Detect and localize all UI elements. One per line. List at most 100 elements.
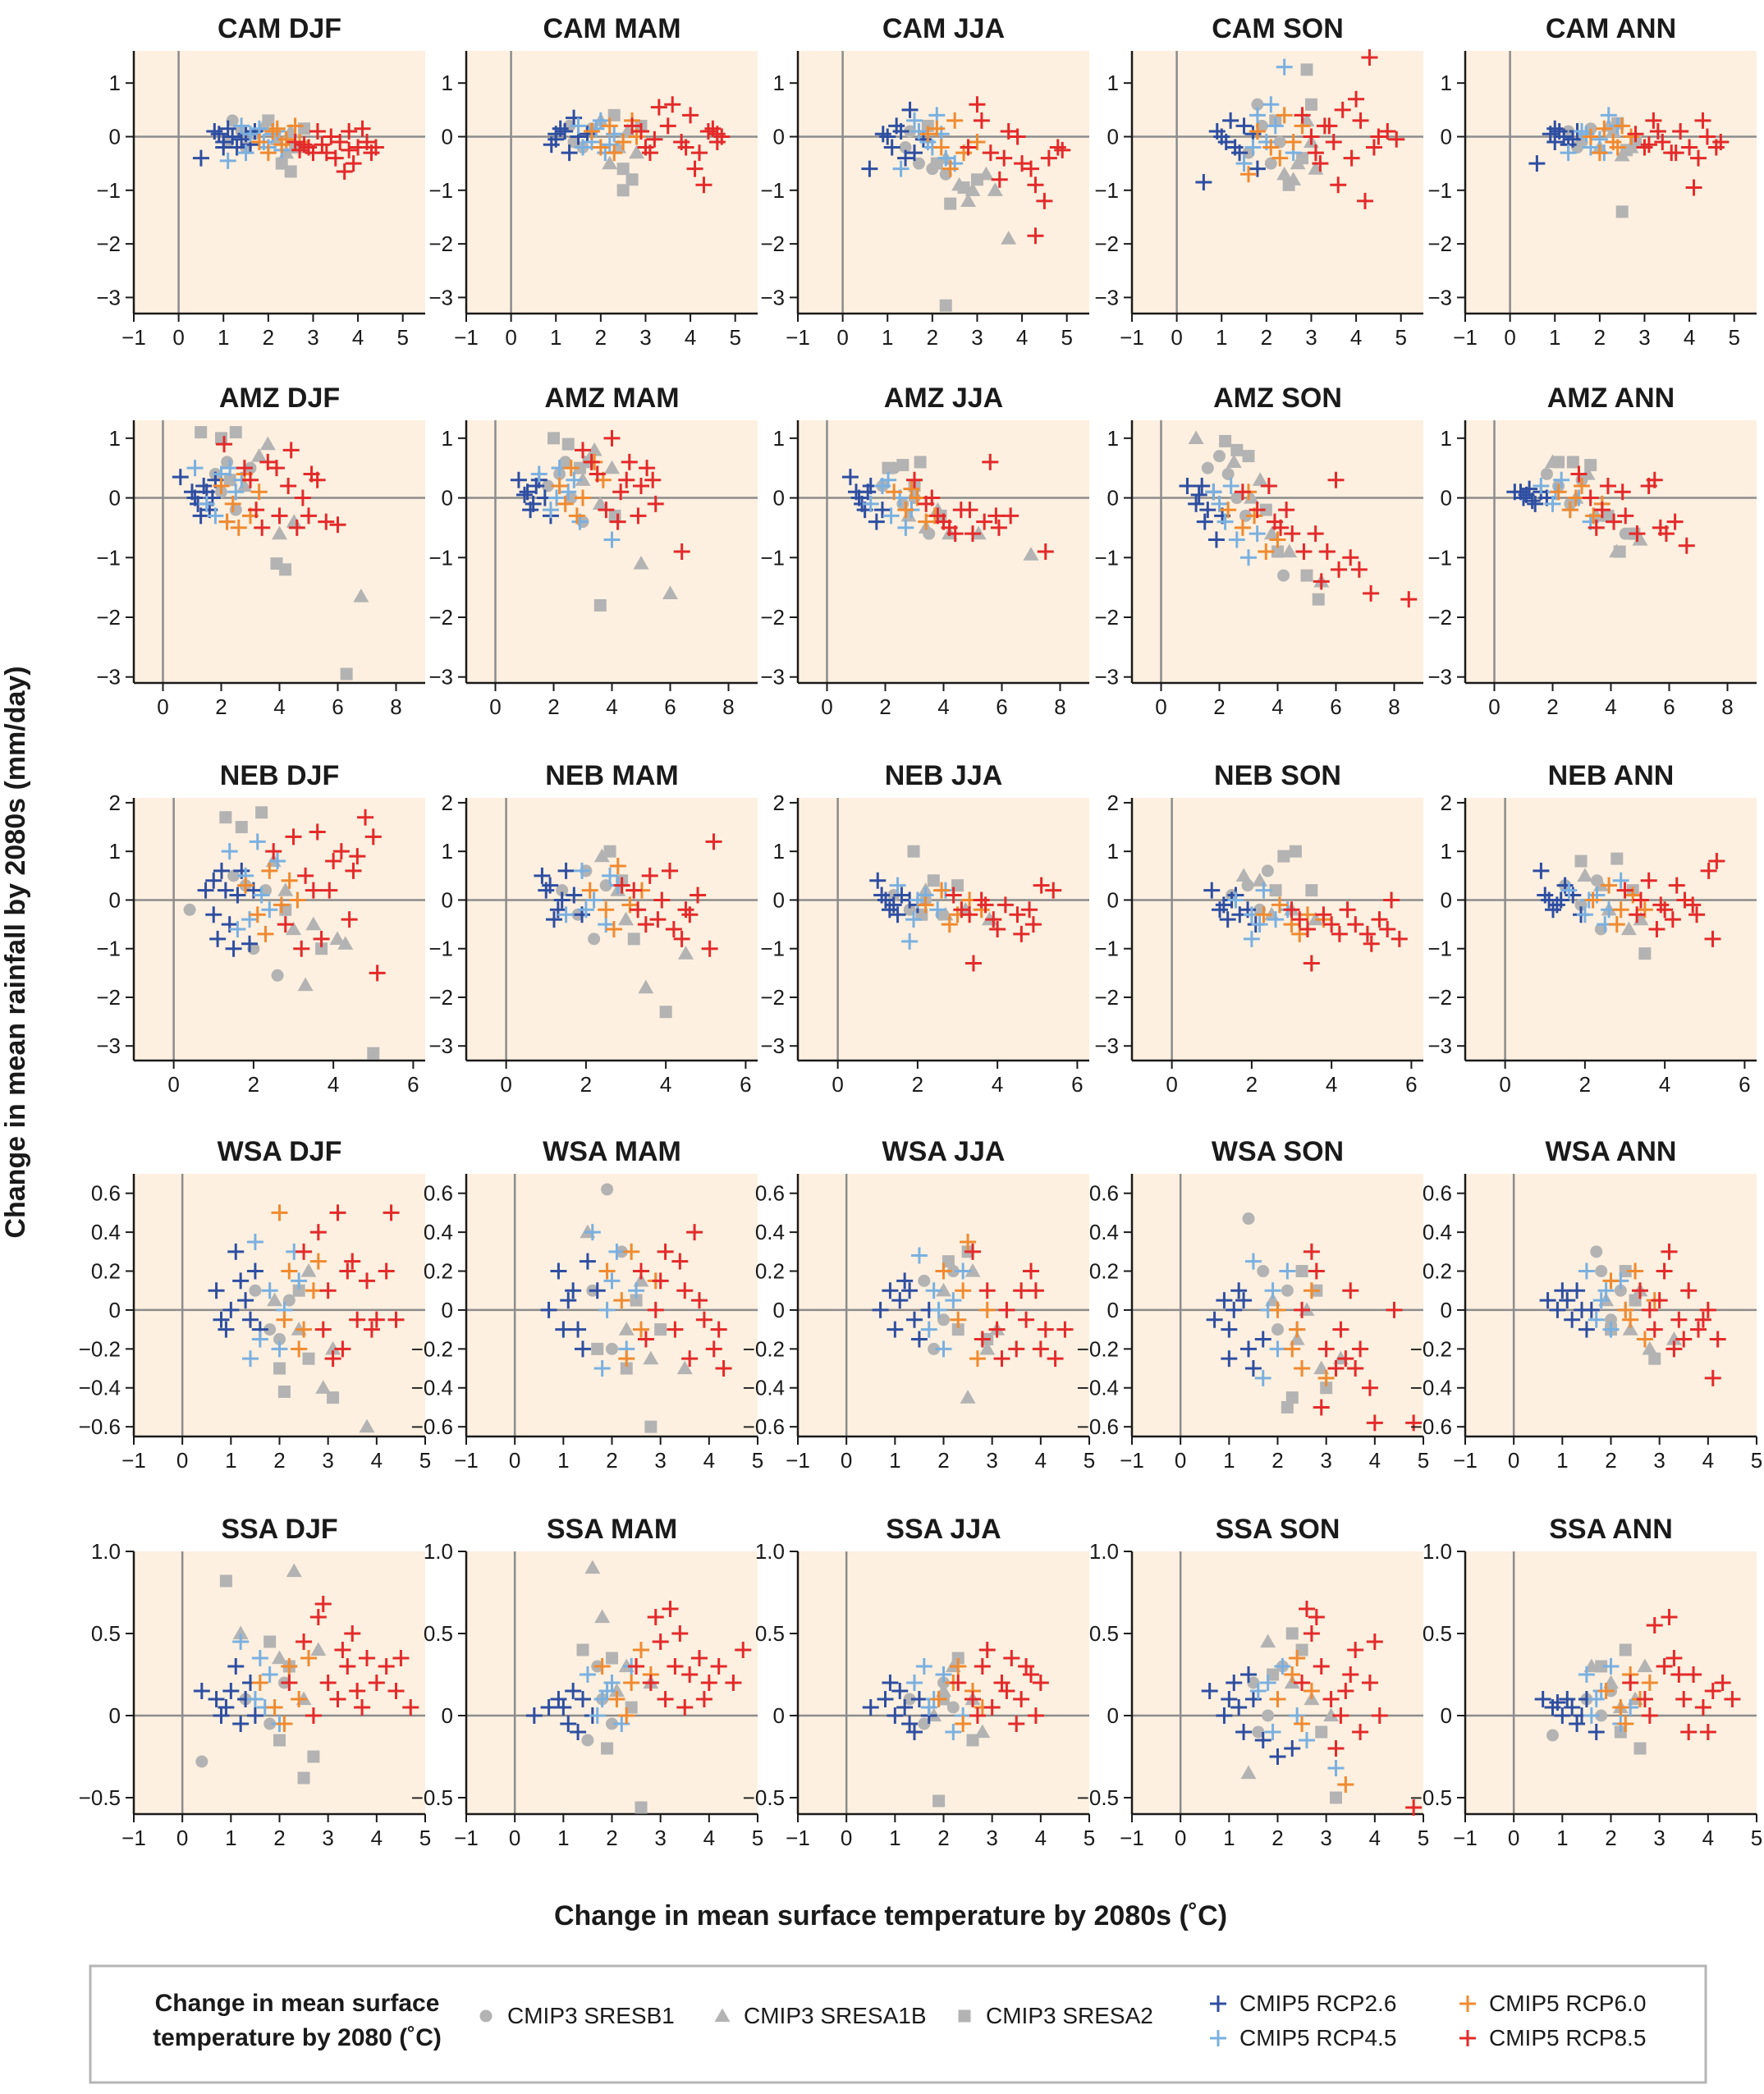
- series-cmip3-sresa2: [591, 1294, 667, 1433]
- data-point: [215, 139, 232, 156]
- x-tick-label: 6: [1739, 1072, 1750, 1097]
- y-tick-label: −0.6: [79, 1414, 121, 1439]
- data-point: [242, 1311, 259, 1328]
- data-point: [314, 1596, 332, 1612]
- data-point: [1584, 459, 1597, 472]
- data-point: [677, 139, 694, 156]
- data-point: [205, 872, 222, 889]
- data-point: [309, 1609, 327, 1625]
- data-point: [1305, 884, 1318, 897]
- data-point: [901, 101, 919, 118]
- data-point: [848, 483, 864, 501]
- data-point: [665, 921, 682, 937]
- data-point: [1534, 1691, 1551, 1707]
- data-point: [598, 502, 615, 519]
- data-point: [1388, 131, 1405, 148]
- data-point: [616, 184, 630, 197]
- data-point: [951, 1323, 964, 1336]
- data-point: [1282, 178, 1295, 191]
- data-point: [1681, 139, 1698, 156]
- y-tick-label: 0.4: [755, 1220, 785, 1244]
- series-cmip3-sresa1b: [575, 442, 678, 600]
- data-point: [548, 432, 560, 445]
- series-cmip3-sresa2: [1552, 456, 1641, 558]
- data-point: [705, 833, 722, 850]
- data-point: [1255, 906, 1272, 923]
- plot-area: [134, 798, 425, 1061]
- panel-neb-son: NEB SON 0 2 4 6 2 1 0 −1 −2 −3: [1094, 760, 1423, 1097]
- data-point: [1201, 461, 1214, 474]
- data-point: [1207, 531, 1225, 548]
- x-tick-label: 3: [1638, 325, 1650, 350]
- data-point: [259, 436, 276, 451]
- y-tick-label: 0: [109, 486, 121, 511]
- data-point: [983, 1699, 1001, 1716]
- data-point: [1694, 112, 1711, 129]
- data-point: [1254, 1369, 1271, 1386]
- data-point: [695, 1311, 712, 1328]
- data-point: [1249, 107, 1266, 124]
- data-point: [686, 160, 703, 177]
- series-cmip5-rcp8-5: [1616, 853, 1725, 947]
- x-tick-label: 5: [1751, 1826, 1762, 1850]
- data-point: [882, 1282, 899, 1299]
- data-point: [593, 848, 610, 863]
- data-point: [1295, 543, 1313, 560]
- data-point: [996, 149, 1013, 167]
- x-tick-label: 5: [1418, 1826, 1429, 1850]
- data-point: [251, 1331, 268, 1348]
- data-point: [261, 862, 278, 879]
- data-point: [213, 1311, 230, 1328]
- y-tick-label: −3: [428, 285, 453, 309]
- data-point: [955, 1716, 972, 1732]
- data-point: [307, 1750, 320, 1763]
- data-point: [1606, 513, 1623, 530]
- y-tick-label: 1: [1441, 426, 1452, 451]
- data-point: [225, 940, 242, 957]
- x-tick-label: 0: [176, 1826, 188, 1850]
- y-tick-label: −0.4: [1077, 1376, 1119, 1400]
- data-point: [354, 120, 371, 137]
- data-point: [261, 901, 278, 919]
- data-point: [1595, 1660, 1608, 1673]
- panel-title: NEB JJA: [885, 760, 1003, 791]
- data-point: [1235, 1724, 1253, 1740]
- data-point: [1264, 1724, 1281, 1740]
- data-point: [1704, 1683, 1721, 1699]
- data-point: [1285, 1391, 1299, 1404]
- data-point: [978, 1301, 996, 1318]
- panel-ssa-ann: SSA ANN −1 0 1 2 3 4 5 1.0 0.5 0 −0.5: [1410, 1514, 1763, 1850]
- data-point: [279, 563, 292, 576]
- series-cmip5-rcp6-0: [886, 480, 943, 530]
- x-tick-label: 4: [371, 1448, 383, 1473]
- data-point: [298, 122, 311, 135]
- panel-wsa-djf: WSA DJF −1 0 1 2 3 4 5 0.6 0.4 0.2 0 −0.2 −0.4 −0.6: [79, 1136, 432, 1473]
- data-point: [334, 1642, 351, 1658]
- data-point: [964, 1263, 981, 1277]
- data-point: [583, 453, 600, 470]
- data-point: [1023, 160, 1039, 177]
- data-point: [613, 1292, 630, 1309]
- x-tick-label: 1: [557, 1448, 569, 1473]
- data-point: [242, 471, 259, 488]
- data-point: [1289, 1321, 1306, 1338]
- data-point: [979, 1340, 996, 1355]
- legend-label: CMIP3 SRESA2: [986, 2003, 1153, 2028]
- data-point: [224, 128, 241, 145]
- x-tick-label: 5: [1751, 1448, 1762, 1473]
- series-cmip3-sresb1: [249, 1284, 296, 1345]
- data-point: [528, 478, 545, 494]
- x-tick-label: 4: [703, 1826, 715, 1850]
- data-point: [997, 896, 1014, 914]
- data-point: [1601, 877, 1618, 894]
- data-point: [633, 1321, 649, 1338]
- data-point: [1294, 1716, 1311, 1732]
- data-point: [942, 1255, 955, 1268]
- data-point: [1021, 901, 1038, 919]
- y-tick-label: 1.0: [1423, 1539, 1452, 1564]
- data-point: [988, 1321, 1006, 1338]
- data-point: [621, 453, 638, 470]
- data-point: [224, 495, 241, 512]
- data-point: [946, 1265, 960, 1278]
